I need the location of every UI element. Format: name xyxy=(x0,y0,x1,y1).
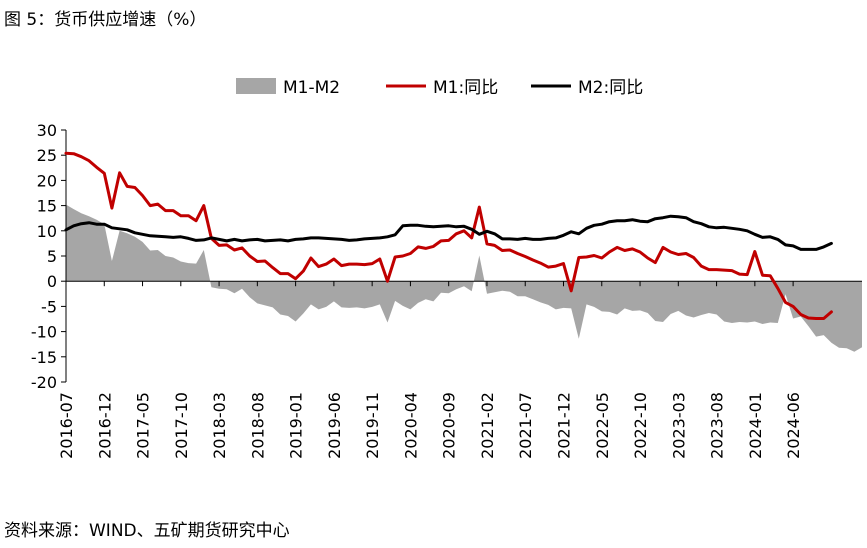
legend-label: M1-M2 xyxy=(283,78,340,98)
figure-source: 资料来源：WIND、五矿期货研究中心 xyxy=(4,521,290,541)
x-tick-label: 2019-06 xyxy=(325,392,344,459)
x-tick-label: 2023-08 xyxy=(708,392,727,459)
x-tick-label: 2022-10 xyxy=(631,392,650,459)
x-tick-label: 2019-01 xyxy=(287,392,306,459)
y-tick-label: 5 xyxy=(47,247,57,266)
series-line-m2 xyxy=(64,214,833,251)
legend-swatch-area xyxy=(236,78,276,94)
x-tick-label: 2016-07 xyxy=(57,392,76,459)
x-tick-label: 2020-09 xyxy=(440,392,459,459)
x-tick-label: 2017-05 xyxy=(134,392,153,459)
series-line-m1 xyxy=(64,151,833,320)
y-tick-label: 25 xyxy=(37,146,57,165)
y-tick-label: 20 xyxy=(37,171,57,190)
y-tick-label: 30 xyxy=(37,121,57,140)
y-tick-label: 10 xyxy=(37,222,57,241)
x-tick-label: 2021-12 xyxy=(555,392,574,459)
legend: M1-M2 M1:同比 M2:同比 xyxy=(236,78,643,98)
x-tick-label: 2024-06 xyxy=(784,392,803,459)
x-tick-label: 2021-07 xyxy=(516,392,535,459)
x-tick-label: 2016-12 xyxy=(95,392,114,459)
y-tick-label: -20 xyxy=(31,373,57,392)
legend-label: M1:同比 xyxy=(433,78,498,98)
figure-title: 图 5：货币供应增速（%） xyxy=(4,10,207,30)
y-tick-label: 0 xyxy=(47,272,57,291)
x-tick-label: 2018-03 xyxy=(210,392,229,459)
x-tick-label: 2022-05 xyxy=(593,392,612,459)
legend-item-m1: M1:同比 xyxy=(386,78,498,98)
y-tick-label: 15 xyxy=(37,197,57,216)
x-tick-label: 2019-11 xyxy=(363,392,382,459)
series-area-m1-m2 xyxy=(66,204,862,352)
x-tick-label: 2020-04 xyxy=(401,392,420,459)
y-tick-label: -5 xyxy=(41,297,57,316)
y-tick-label: -10 xyxy=(31,323,57,342)
series-lines-layer xyxy=(64,151,833,320)
x-tick-label: 2023-03 xyxy=(669,392,688,459)
x-tick-label: 2017-10 xyxy=(172,392,191,459)
legend-label: M2:同比 xyxy=(578,78,643,98)
legend-item-m1-m2: M1-M2 xyxy=(236,78,340,98)
legend-item-m2: M2:同比 xyxy=(531,78,643,98)
x-tick-label: 2024-01 xyxy=(746,392,765,459)
y-tick-label: -15 xyxy=(31,348,57,367)
x-tick-label: 2018-08 xyxy=(248,392,267,459)
x-tick-label: 2021-02 xyxy=(478,392,497,459)
m1-m2-area-layer xyxy=(66,204,862,352)
